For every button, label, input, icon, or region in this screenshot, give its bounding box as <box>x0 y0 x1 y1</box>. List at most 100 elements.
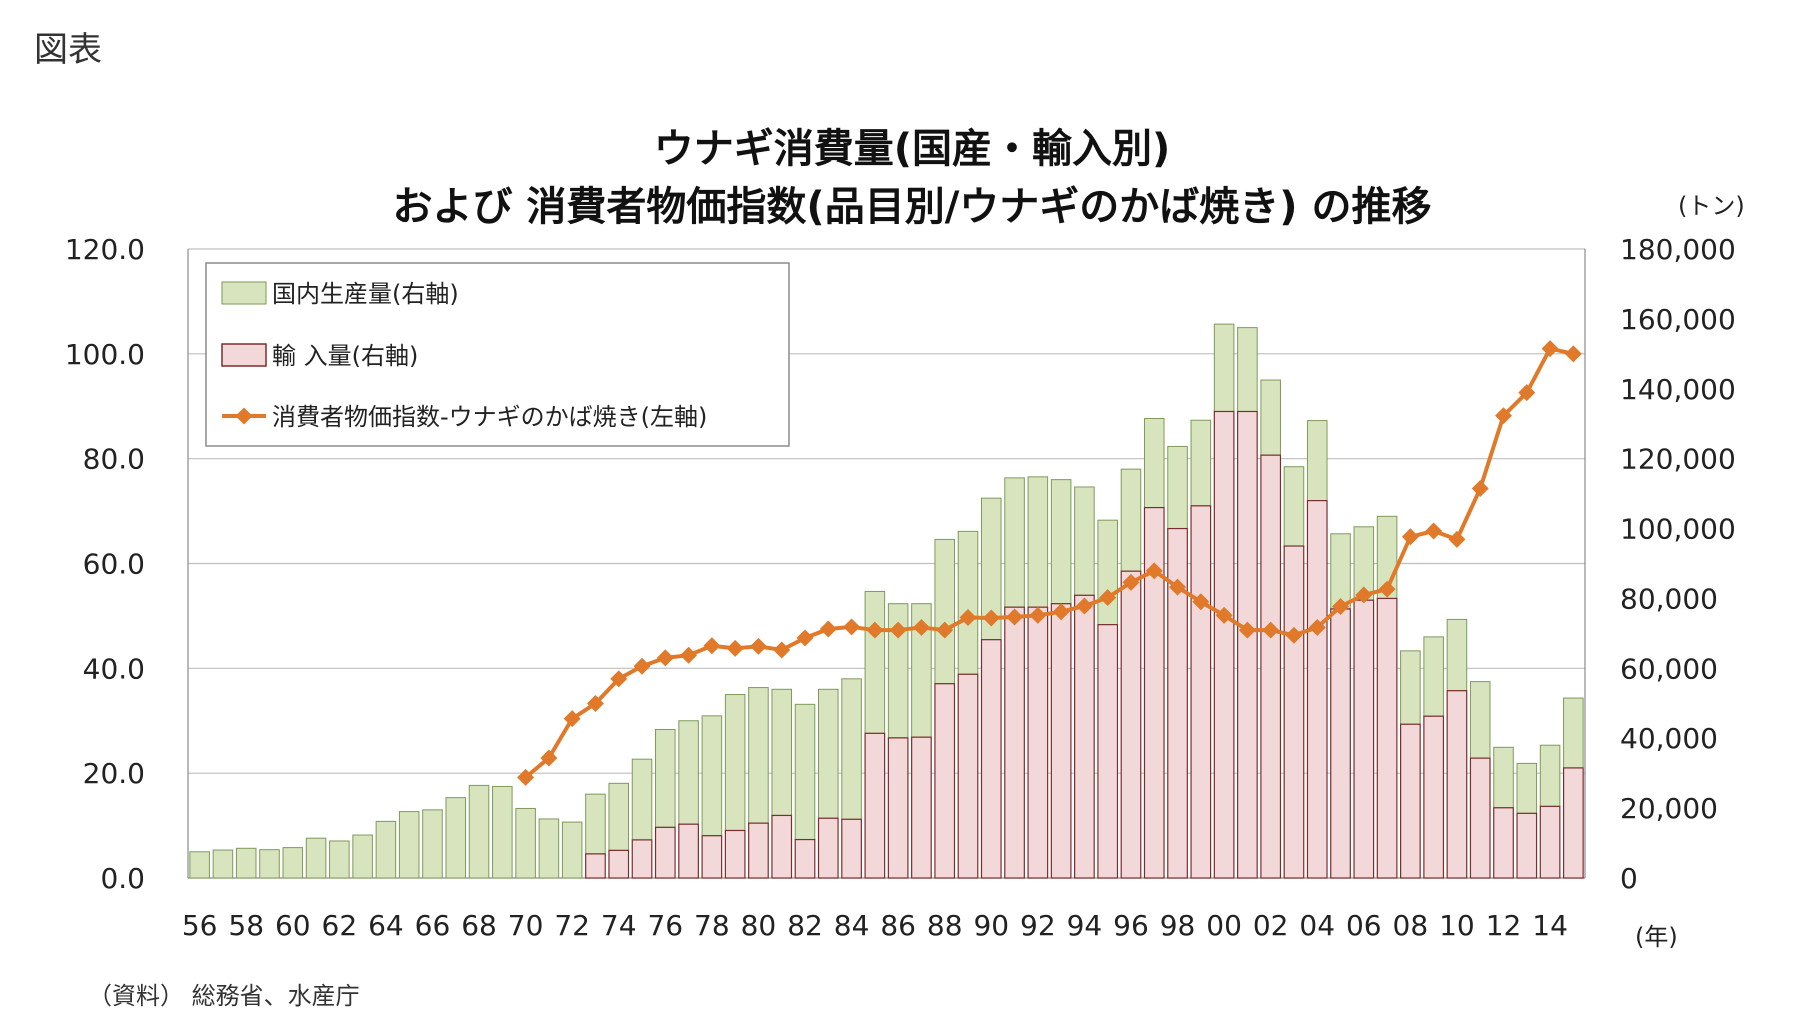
legend-label-domestic: 国内生産量(右軸) <box>272 280 459 308</box>
cpi-point <box>680 646 698 664</box>
x-tick-label: 58 <box>228 909 264 942</box>
cpi-polyline <box>524 346 1574 779</box>
bar-domestic <box>1283 466 1305 547</box>
bar-import <box>654 826 676 879</box>
right-tick-label: 180,000 <box>1620 233 1736 266</box>
bar-domestic <box>724 694 746 831</box>
bar-import <box>1399 723 1421 879</box>
legend-box <box>205 262 790 447</box>
bar-import <box>748 822 769 879</box>
x-tick-label: 74 <box>601 909 637 942</box>
bar-import <box>1097 624 1119 879</box>
x-tick-label: 72 <box>554 909 590 942</box>
bar-domestic <box>934 538 955 685</box>
cpi-point <box>773 641 791 659</box>
cpi-point <box>982 609 1000 627</box>
x-tick-label: 66 <box>415 909 451 942</box>
legend-label-cpi: 消費者物価指数-ウナギのかば焼き(左軸) <box>272 403 707 431</box>
bar-domestic <box>608 782 630 851</box>
bar-domestic <box>1050 479 1072 605</box>
cpi-point <box>1401 528 1419 546</box>
bar-import <box>1190 505 1212 879</box>
x-tick-label: 08 <box>1393 909 1429 942</box>
bar-domestic <box>1074 486 1095 596</box>
bar-domestic <box>375 820 397 879</box>
left-tick-label: 100.0 <box>65 338 145 371</box>
bar-domestic <box>1143 417 1165 509</box>
cpi-point <box>517 768 535 786</box>
bar-import <box>608 849 630 879</box>
bar-domestic <box>259 849 280 879</box>
x-tick-label: 00 <box>1206 909 1242 942</box>
bar-import <box>1167 527 1188 879</box>
x-tick-label: 60 <box>275 909 311 942</box>
bar-domestic <box>585 793 606 855</box>
cpi-point <box>1332 597 1350 615</box>
bar-import <box>1004 606 1025 879</box>
left-tick-label: 40.0 <box>83 652 145 685</box>
right-tick-label: 0 <box>1620 862 1638 895</box>
left-tick-label: 0.0 <box>100 862 145 895</box>
cpi-point <box>1471 480 1489 498</box>
cpi-point <box>633 657 651 675</box>
x-tick-label: 06 <box>1346 909 1382 942</box>
bar-import <box>1027 606 1049 879</box>
x-tick-label: 98 <box>1160 909 1196 942</box>
cpi-point <box>656 649 674 667</box>
bar-domestic <box>1237 327 1258 412</box>
cpi-point <box>610 670 628 688</box>
cpi-point <box>563 710 581 728</box>
x-tick-label: 90 <box>973 909 1009 942</box>
bar-domestic <box>1190 419 1212 507</box>
bar-import <box>911 736 932 879</box>
cpi-point <box>1215 606 1233 624</box>
bar-import <box>771 814 793 879</box>
left-tick-label: 120.0 <box>65 233 145 266</box>
legend-swatch-cpi-marker <box>235 407 253 425</box>
x-tick-label: 70 <box>508 909 544 942</box>
bar-domestic <box>1120 468 1142 572</box>
cpi-point <box>1262 621 1280 639</box>
bar-import <box>1423 715 1445 879</box>
bar-import <box>1283 545 1305 879</box>
bar-domestic <box>1516 762 1538 814</box>
bar-import <box>724 829 746 879</box>
bar-import <box>887 737 909 879</box>
bar-domestic <box>864 590 886 734</box>
bar-domestic <box>1423 636 1444 717</box>
bar-domestic <box>282 847 304 879</box>
bar-domestic <box>235 847 257 879</box>
bar-import <box>1213 410 1235 879</box>
bar-import <box>1353 599 1375 879</box>
x-tick-label: 88 <box>927 909 963 942</box>
right-tick-label: 60,000 <box>1620 652 1718 685</box>
bar-import <box>980 639 1002 879</box>
bar-domestic <box>631 758 653 841</box>
bar-domestic <box>1469 681 1491 759</box>
bar-domestic <box>189 851 210 879</box>
x-tick-label: 56 <box>182 909 218 942</box>
bar-domestic <box>445 797 467 879</box>
cpi-point <box>819 620 837 638</box>
bar-domestic <box>398 811 420 879</box>
bar-import <box>1330 608 1351 879</box>
cpi-point <box>1099 589 1117 607</box>
x-axis-unit: (年) <box>1635 923 1678 951</box>
bar-domestic <box>794 703 816 841</box>
bar-domestic <box>841 678 862 820</box>
bar-import <box>794 838 816 879</box>
x-tick-label: 78 <box>694 909 730 942</box>
bar-import <box>1237 410 1258 879</box>
cpi-point <box>1308 618 1326 636</box>
cpi-line <box>517 340 1582 786</box>
left-axis: 0.0 20.0 40.0 60.0 80.0 100.0 120.0 <box>65 233 145 895</box>
x-tick-label: 02 <box>1253 909 1289 942</box>
x-tick-label: 76 <box>647 909 683 942</box>
cpi-point <box>866 621 884 639</box>
bar-import <box>678 823 699 879</box>
bar-import <box>1446 690 1468 879</box>
cpi-point <box>936 621 954 639</box>
bar-domestic <box>1167 445 1188 530</box>
bar-import <box>1143 506 1165 879</box>
